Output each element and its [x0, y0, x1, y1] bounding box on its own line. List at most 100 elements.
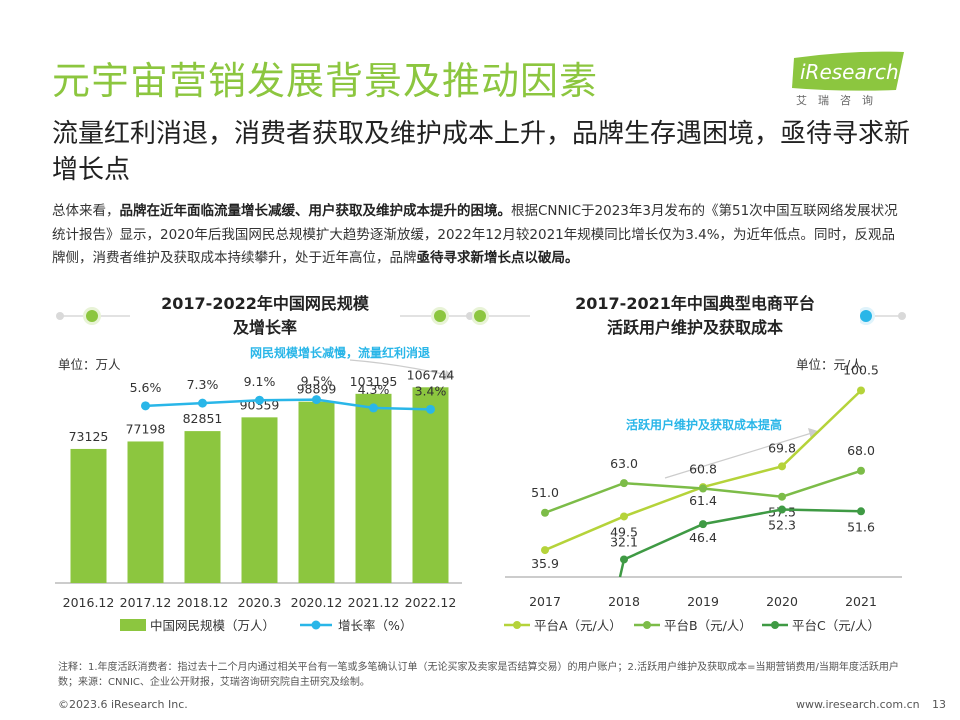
growth-rate-point [312, 395, 321, 405]
right-chart-title: 2017-2021年中国典型电商平台 活跃用户维护及获取成本 [530, 292, 860, 340]
x-tick-label: 2020 [766, 594, 798, 609]
legend-label-3: 平台C（元/人） [792, 618, 880, 633]
annotation-text: 活跃用户维护及获取成本提高 [626, 417, 782, 432]
left-chart-title-line2: 及增长率 [232, 318, 297, 337]
footnote: 注释：1.年度活跃消费者：指过去十二个月内通过相关平台有一笔或多笔确认订单（无论… [58, 662, 899, 688]
left-chart-title: 2017-2022年中国网民规模 及增长率 [130, 292, 400, 340]
growth-rate-point [198, 398, 207, 408]
series-point-1 [778, 462, 786, 471]
series-label-3: 32.1 [610, 534, 638, 549]
series-point-1 [857, 386, 865, 395]
right-chart-unit: 单位：元/人 [796, 357, 863, 372]
copyright: ©2023.6 iResearch Inc. [58, 698, 188, 711]
growth-rate-label: 3.4% [415, 383, 447, 398]
bar-2018.12 [184, 431, 221, 583]
annotation-arrow [349, 359, 453, 377]
series-point-2 [778, 492, 786, 501]
growth-rate-point [141, 401, 150, 411]
growth-rate-point [426, 404, 435, 414]
website-link[interactable]: www.iresearch.com.cn [796, 698, 920, 711]
series-label-3: 52.3 [768, 518, 796, 533]
iresearch-logo: iResearch [792, 51, 904, 91]
bar-2020.12 [298, 401, 335, 583]
growth-rate-label: 9.5% [301, 374, 333, 389]
bar-label: 106744 [407, 367, 455, 382]
series-point-2 [620, 479, 628, 488]
annotation-text: 网民规模增长减慢，流量红利消退 [250, 345, 430, 360]
x-tick-label: 2016.12 [63, 595, 115, 610]
bar-2017.12 [127, 441, 164, 583]
legend-dot-1 [513, 621, 521, 629]
right-chart-title-line1: 2017-2021年中国典型电商平台 [575, 294, 815, 313]
series-label-1: 35.9 [531, 556, 559, 571]
legend-label-line: 增长率（%） [338, 618, 412, 633]
x-tick-label: 2020.12 [291, 595, 343, 610]
growth-rate-point [255, 395, 264, 405]
right-chart-title-line2: 活跃用户维护及获取成本 [606, 318, 783, 337]
summary-part-2: 根据CNNIC于2023年3月发布的《第51次中国互联网络发展状况统计报告》显示… [52, 203, 898, 266]
x-tick-label: 2019 [687, 594, 719, 609]
summary-paragraph: 总体来看，品牌在近年面临流量增长减缓、用户获取及维护成本提升的困境。根据CNNI… [52, 200, 904, 271]
left-chart-title-line1: 2017-2022年中国网民规模 [161, 294, 369, 313]
series-point-3 [620, 555, 628, 564]
bar-label: 73125 [69, 429, 109, 444]
bar-2016.12 [70, 448, 107, 583]
series-label-2: 63.0 [610, 456, 638, 471]
growth-rate-label: 9.1% [244, 374, 276, 389]
x-tick-label: 2018 [608, 594, 640, 609]
series-point-2 [857, 466, 865, 475]
series-line-3 [618, 508, 862, 578]
series-label-1: 49.5 [610, 524, 638, 539]
page-subtitle: 流量红利消退，消费者获取及维护成本上升，品牌生存遇困境，亟待寻求新增长点 [52, 119, 911, 185]
bar-2020.3 [241, 417, 278, 583]
series-label-1: 100.5 [843, 362, 879, 377]
series-label-2: 68.0 [847, 443, 875, 458]
logo-shape [792, 51, 904, 91]
legend-swatch-dot [311, 620, 321, 630]
bar-label: 77198 [126, 421, 166, 436]
series-point-3 [778, 505, 786, 514]
logo-text: iResearch [800, 60, 899, 84]
bar-2022.12 [412, 387, 449, 583]
series-point-1 [541, 546, 549, 555]
annotation-arrow [664, 431, 816, 479]
bar-label: 103195 [350, 374, 398, 389]
series-point-3 [857, 507, 865, 516]
series-point-1 [620, 512, 628, 521]
legend-label-1: 平台A（元/人） [534, 618, 622, 633]
growth-rate-line [145, 398, 431, 411]
x-tick-label: 2017.12 [120, 595, 172, 610]
summary-bold-1: 品牌在近年面临流量增长减缓、用户获取及维护成本提升的困境。 [119, 203, 512, 219]
growth-rate-point [369, 403, 378, 413]
series-label-2: 51.0 [531, 485, 559, 500]
series-point-2 [541, 508, 549, 517]
page-number: 13 [932, 698, 946, 711]
legend-swatch-bar [120, 619, 146, 631]
legend-label-2: 平台B（元/人） [664, 618, 752, 633]
growth-rate-label: 7.3% [187, 377, 219, 392]
x-tick-label: 2021 [845, 594, 877, 609]
series-label-1: 61.4 [689, 493, 717, 508]
summary-bold-2: 亟待寻求新增长点以破局。 [416, 250, 579, 266]
bar-2021.12 [355, 393, 392, 583]
series-label-1: 69.8 [768, 440, 796, 455]
page-title: 元宇宙营销发展背景及推动因素 [52, 59, 599, 103]
legend-dot-2 [643, 621, 651, 629]
summary-part-1: 总体来看， [52, 203, 120, 219]
x-tick-label: 2021.12 [348, 595, 400, 610]
ecommerce-cost-chart: 活跃用户维护及获取成本提高 2017 2018 2019 2020 2021 35.9 49.… [504, 362, 902, 633]
annotation-arrowhead [808, 428, 818, 439]
x-tick-label: 2018.12 [177, 595, 229, 610]
left-chart-unit: 单位：万人 [58, 357, 121, 372]
internet-users-chart: 网民规模增长减慢，流量红利消退 73125 2016.12 77198 2017.12 8… [55, 345, 462, 633]
x-tick-label: 2020.3 [238, 595, 282, 610]
logo-subtitle: 艾瑞咨询 [796, 94, 884, 107]
growth-rate-label: 5.6% [130, 380, 162, 395]
series-label-3: 51.6 [847, 519, 875, 534]
growth-rate-label: 4.3% [358, 382, 390, 397]
bar-label: 98899 [297, 382, 337, 397]
series-label-3: 46.4 [689, 530, 717, 545]
series-label-2: 60.8 [689, 462, 717, 477]
annotation-arrowhead [444, 370, 454, 380]
legend-dot-3 [771, 621, 779, 629]
